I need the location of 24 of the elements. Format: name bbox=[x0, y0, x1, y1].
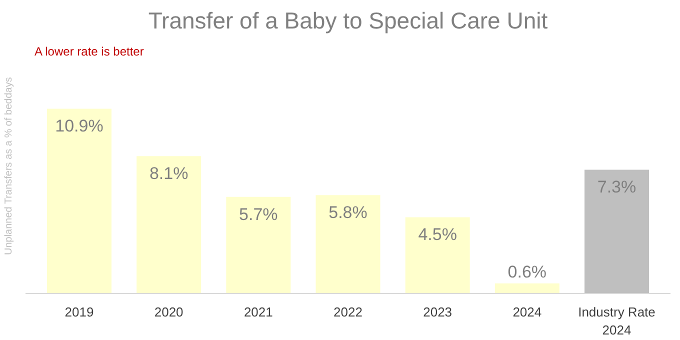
bar bbox=[316, 195, 380, 294]
data-label: 5.7% bbox=[239, 204, 278, 224]
data-label: 8.1% bbox=[149, 164, 188, 184]
x-tick-label: 2019 bbox=[64, 304, 94, 320]
x-tick-label: Industry Rate 2024 bbox=[578, 304, 656, 338]
data-label: 0.6% bbox=[508, 262, 547, 282]
text: A lower rate is better bbox=[34, 44, 144, 58]
data-label: 5.8% bbox=[328, 203, 368, 222]
data-label: 7.3% bbox=[597, 178, 636, 197]
bar bbox=[494, 283, 560, 294]
y-axis-title: Unplanned Transfers as a % of beddays bbox=[4, 77, 14, 256]
bar bbox=[405, 217, 470, 294]
x-tick-label: 2021 bbox=[244, 304, 273, 320]
x-tick-label: 2022 bbox=[334, 304, 362, 320]
bar bbox=[584, 170, 649, 294]
x-tick-label: 2020 bbox=[154, 304, 184, 320]
bar bbox=[47, 108, 112, 294]
bar bbox=[136, 156, 202, 294]
data-label: 4.5% bbox=[418, 225, 457, 244]
chart-title: Transfer of a Baby to Special Care Unit bbox=[148, 8, 548, 34]
x-tick-label: 2024 bbox=[512, 304, 542, 320]
x-tick-label: 2023 bbox=[423, 304, 452, 320]
bar bbox=[226, 196, 291, 294]
data-label: 10.9% bbox=[55, 116, 104, 136]
